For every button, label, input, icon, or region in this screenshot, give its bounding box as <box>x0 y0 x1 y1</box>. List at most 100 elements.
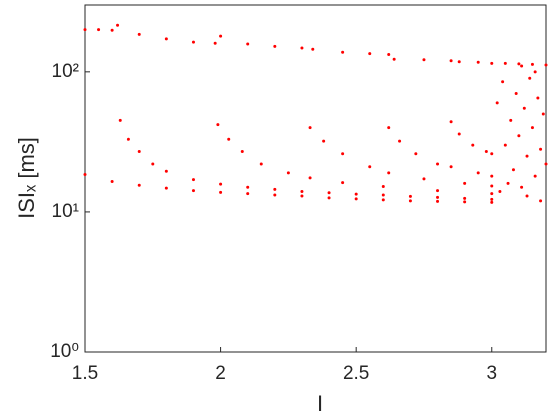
point <box>398 139 402 143</box>
point <box>327 191 331 195</box>
point <box>476 60 480 64</box>
point <box>110 179 114 183</box>
point <box>490 197 494 201</box>
point <box>259 162 263 166</box>
point <box>533 70 537 74</box>
point <box>164 37 168 41</box>
point <box>341 152 345 156</box>
point <box>354 197 358 201</box>
point <box>525 154 529 158</box>
point <box>490 192 494 196</box>
point <box>273 187 277 191</box>
point <box>392 57 396 61</box>
point <box>219 190 223 194</box>
point <box>219 34 223 38</box>
point <box>539 147 543 151</box>
point <box>422 177 426 181</box>
point <box>471 143 475 147</box>
point <box>449 59 453 63</box>
point <box>137 149 141 153</box>
point <box>322 139 326 143</box>
point <box>137 183 141 187</box>
x-tick-label: 2.5 <box>343 363 369 384</box>
point <box>216 123 220 127</box>
point <box>530 126 534 130</box>
y-tick-label: 10² <box>52 61 79 82</box>
x-tick-label: 1.5 <box>72 363 98 384</box>
x-tick-label: 2 <box>215 363 226 384</box>
point <box>387 52 391 56</box>
x-axis-label: I <box>317 391 323 416</box>
point <box>541 112 545 116</box>
point <box>219 182 223 186</box>
point <box>530 62 534 66</box>
point <box>387 126 391 130</box>
point <box>522 106 526 110</box>
point <box>436 189 440 193</box>
point <box>514 92 518 96</box>
point <box>308 176 312 180</box>
point <box>414 152 418 156</box>
point <box>490 200 494 204</box>
plot-frame <box>84 4 547 353</box>
point <box>246 192 250 196</box>
point <box>408 199 412 203</box>
point <box>490 174 494 178</box>
point <box>503 143 507 147</box>
point <box>408 194 412 198</box>
point <box>436 199 440 203</box>
point <box>118 118 122 122</box>
point <box>164 186 168 190</box>
point <box>449 165 453 169</box>
point <box>517 134 521 138</box>
point <box>498 189 502 193</box>
point <box>463 181 467 185</box>
point <box>422 58 426 62</box>
point <box>525 194 529 198</box>
point <box>213 41 217 45</box>
point <box>191 40 195 44</box>
point <box>381 193 385 197</box>
point <box>164 169 168 173</box>
point <box>327 196 331 200</box>
point <box>463 200 467 204</box>
point <box>286 171 290 175</box>
point <box>457 132 461 136</box>
point <box>368 165 372 169</box>
point <box>311 47 315 51</box>
point <box>387 171 391 175</box>
point <box>137 32 141 36</box>
point <box>539 199 543 203</box>
point <box>449 120 453 124</box>
point <box>436 195 440 199</box>
point <box>97 28 101 32</box>
point <box>83 172 87 176</box>
point <box>520 64 524 68</box>
point <box>536 96 540 100</box>
point <box>110 28 114 32</box>
point <box>341 181 345 185</box>
point <box>490 152 494 156</box>
point <box>354 192 358 196</box>
point <box>509 118 513 122</box>
point <box>191 189 195 193</box>
point <box>490 61 494 65</box>
point <box>240 149 244 153</box>
point <box>528 76 532 80</box>
point <box>517 62 521 66</box>
y-tick-label: 10¹ <box>52 201 79 222</box>
point <box>495 101 499 105</box>
point <box>308 126 312 130</box>
point <box>300 189 304 193</box>
point <box>381 184 385 188</box>
point <box>457 60 461 64</box>
point <box>511 168 515 172</box>
x-tick-label: 3 <box>486 363 497 384</box>
point <box>503 61 507 65</box>
y-tick-label: 10⁰ <box>50 341 79 362</box>
point <box>116 23 120 27</box>
point <box>506 181 510 185</box>
point <box>368 52 372 56</box>
point <box>273 193 277 197</box>
